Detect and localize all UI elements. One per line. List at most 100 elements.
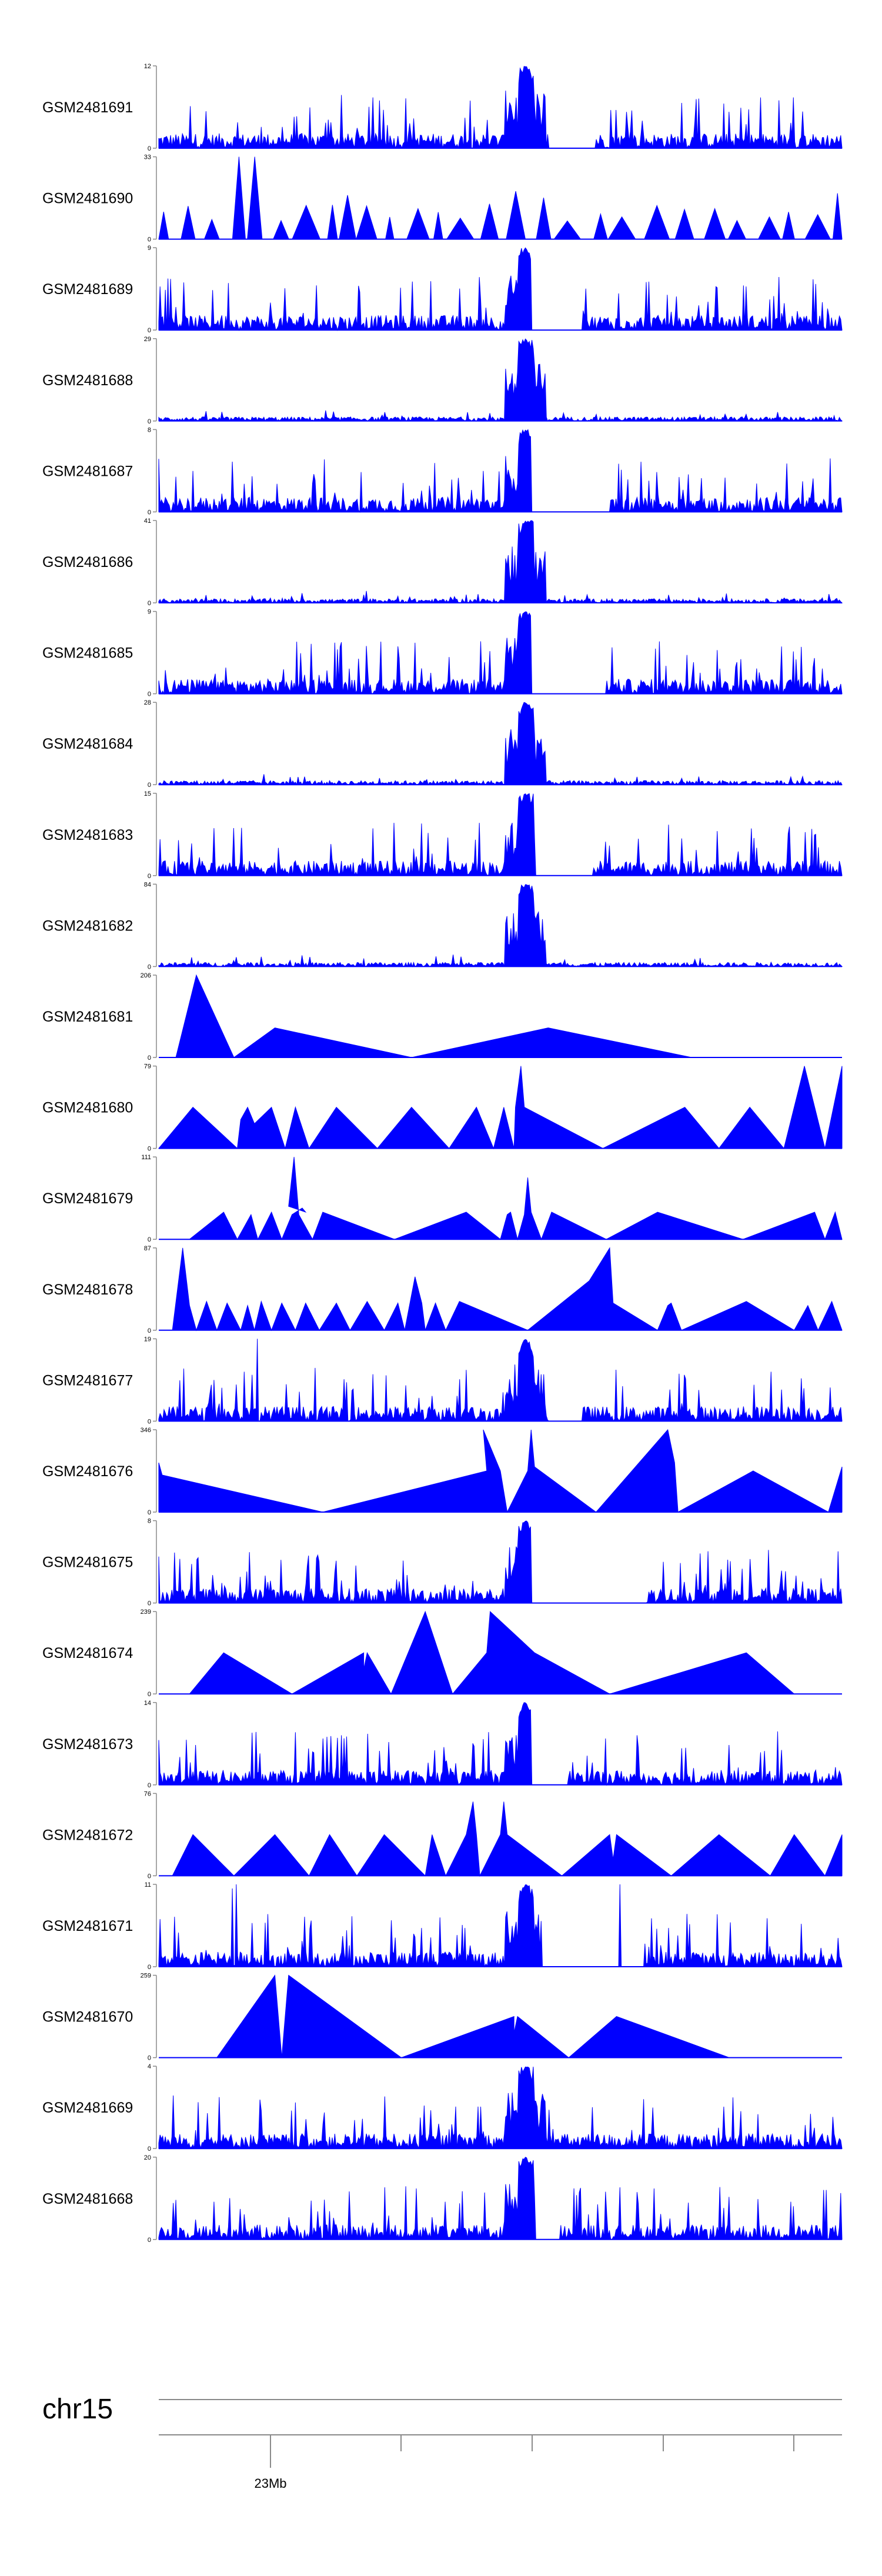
y-tick-label-max: 239 [141,1609,151,1616]
y-tick-label-max: 29 [144,336,151,343]
track-signal-area [158,1884,843,1968]
y-tick-label-max: 8 [148,426,151,433]
track-GSM2481686: GSM2481686 41 0 [42,518,843,607]
y-tick-label-min: 0 [148,1873,151,1880]
y-tick-label-min: 0 [148,2055,151,2062]
track-label: GSM2481687 [42,463,133,479]
track-signal-area [188,1157,843,1241]
y-tick-label-min: 0 [148,509,151,516]
track-signal-area [158,2066,843,2150]
y-tick-label-min: 0 [148,1055,151,1062]
track-signal-area [172,1247,843,1332]
y-tick-label-min: 0 [148,873,151,880]
y-tick-label-max: 19 [144,1336,151,1343]
y-tick-label-max: 4 [148,2063,151,2070]
y-tick-label-max: 87 [144,1245,151,1252]
y-tick-label-min: 0 [148,1236,151,1243]
track-label: GSM2481672 [42,1827,133,1843]
track-label: GSM2481685 [42,645,133,662]
track-GSM2481669: GSM2481669 4 0 [42,2063,843,2153]
track-signal-area [158,1339,843,1422]
track-GSM2481675: GSM2481675 8 0 [42,1518,843,1607]
track-signal-area [189,1610,796,1695]
y-tick-label-max: 41 [144,518,151,525]
track-label: GSM2481677 [42,1372,133,1389]
track-label: GSM2481669 [42,2100,133,2116]
y-tick-label-min: 0 [148,1146,151,1153]
y-tick-label-min: 0 [148,1418,151,1425]
y-tick-label-min: 0 [148,1509,151,1516]
track-signal-area [158,247,843,331]
y-tick-label-max: 9 [148,609,151,616]
track-label: GSM2481691 [42,99,133,116]
track-GSM2481674: GSM2481674 239 0 [42,1609,842,1698]
track-signal-area [158,884,843,967]
y-tick-label-min: 0 [148,963,151,970]
track-GSM2481672: GSM2481672 76 0 [42,1790,843,1880]
y-tick-label-min: 0 [148,2237,151,2244]
y-tick-label-min: 0 [148,1600,151,1607]
y-tick-label-min: 0 [148,2145,151,2153]
y-tick-label-min: 0 [148,236,151,243]
track-label: GSM2481680 [42,1100,133,1116]
tracks-layer: GSM2481691120GSM2481690330GSM248168990GS… [42,63,843,2244]
y-tick-label-max: 84 [144,881,151,888]
track-label: GSM2481681 [42,1009,133,1025]
track-label: GSM2481682 [42,917,133,934]
track-GSM2481691: GSM2481691 12 0 [42,63,843,152]
track-signal-area [158,429,843,513]
track-signal-area [158,611,843,695]
y-tick-label-max: 28 [144,699,151,706]
y-tick-label-max: 9 [148,245,151,252]
track-signal-area [158,66,843,149]
y-tick-label-max: 346 [141,1427,151,1434]
track-GSM2481690: GSM2481690 33 0 [42,154,843,243]
track-label: GSM2481668 [42,2191,133,2207]
track-GSM2481681: GSM2481681 206 0 [42,972,842,1062]
y-tick-label-min: 0 [148,145,151,152]
track-GSM2481678: GSM2481678 87 0 [42,1245,843,1334]
track-GSM2481677: GSM2481677 19 0 [42,1336,843,1425]
track-signal-area [158,702,843,786]
track-label: GSM2481684 [42,736,133,752]
track-label: GSM2481689 [42,281,133,298]
track-signal-area [158,338,843,422]
track-signal-area [172,1801,843,1877]
y-tick-label-max: 206 [141,972,151,979]
track-GSM2481688: GSM2481688 29 0 [42,336,843,425]
y-tick-label-min: 0 [148,1327,151,1334]
y-tick-label-max: 33 [144,154,151,161]
track-signal-area [216,1974,730,2058]
y-tick-label-min: 0 [148,782,151,789]
y-tick-label-max: 259 [141,1973,151,1980]
track-GSM2481668: GSM2481668 20 0 [42,2154,843,2244]
y-tick-label-min: 0 [148,600,151,607]
track-GSM2481689: GSM2481689 9 0 [42,245,843,334]
track-GSM2481671: GSM2481671 11 0 [42,1881,843,1971]
track-label: GSM2481671 [42,1918,133,1934]
track-signal-area [158,2157,843,2240]
track-GSM2481685: GSM2481685 9 0 [42,609,843,698]
y-tick-label-max: 76 [144,1790,151,1797]
track-label: GSM2481676 [42,1463,133,1480]
track-label: GSM2481673 [42,1736,133,1753]
track-label: GSM2481678 [42,1282,133,1298]
y-tick-label-max: 111 [141,1154,151,1161]
y-tick-label-min: 0 [148,1964,151,1971]
chromosome-label: chr15 [42,2394,113,2425]
track-GSM2481676: GSM2481676 346 0 [42,1427,843,1516]
track-signal-area [158,793,843,877]
y-tick-label-min: 0 [148,691,151,698]
track-label: GSM2481674 [42,1645,133,1661]
track-signal-area [158,1066,843,1150]
track-signal-area [158,1429,843,1513]
track-label: GSM2481688 [42,372,133,389]
track-signal-area [158,1520,843,1604]
track-signal-area [158,156,843,240]
track-GSM2481679: GSM2481679 111 0 [42,1154,843,1243]
track-GSM2481670: GSM2481670 259 0 [42,1973,842,2062]
y-tick-label-max: 12 [144,63,151,70]
track-label: GSM2481675 [42,1554,133,1571]
track-GSM2481682: GSM2481682 84 0 [42,881,843,970]
